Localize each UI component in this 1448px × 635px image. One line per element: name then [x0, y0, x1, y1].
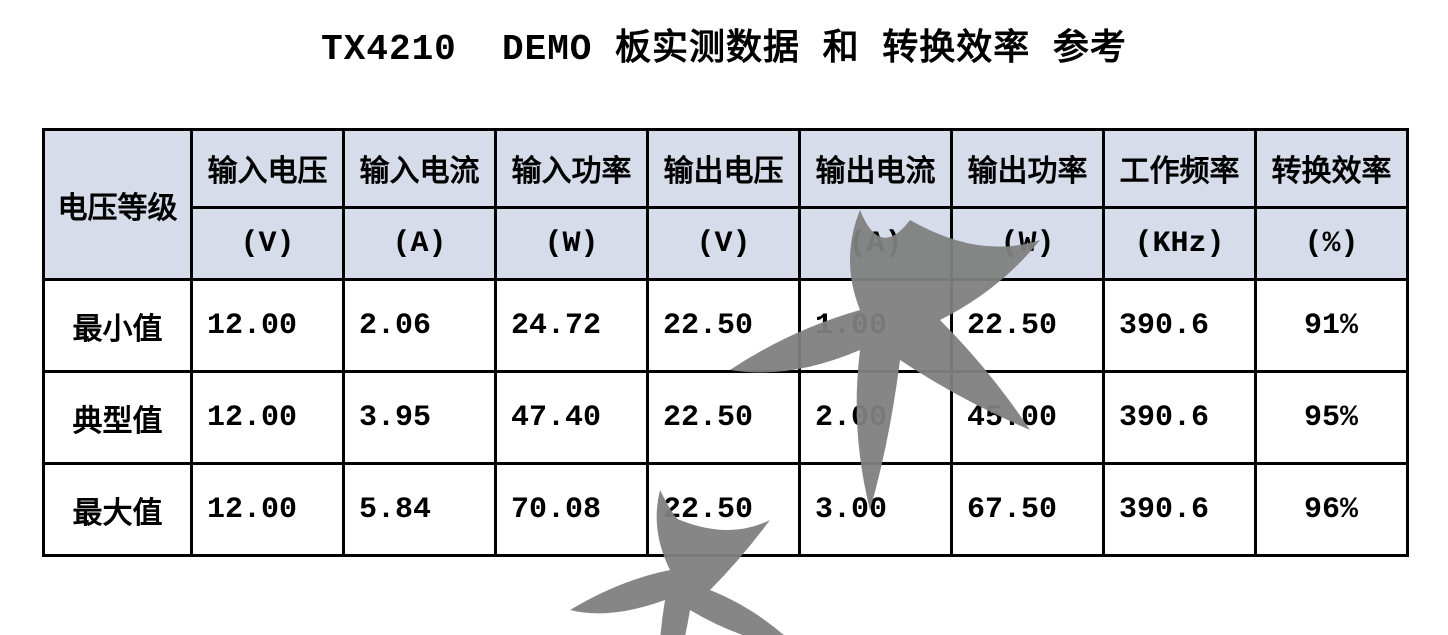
col-header-6: 工作频率	[1104, 130, 1256, 208]
cell-1-1: 3.95	[344, 372, 496, 464]
cell-0-2: 24.72	[496, 280, 648, 372]
table-row: 最大值 12.00 5.84 70.08 22.50 3.00 67.50 39…	[44, 464, 1408, 556]
cell-2-4: 3.00	[800, 464, 952, 556]
table-row: 典型值 12.00 3.95 47.40 22.50 2.00 45.00 39…	[44, 372, 1408, 464]
cell-1-6: 390.6	[1104, 372, 1256, 464]
col-header-2: 输入功率	[496, 130, 648, 208]
cell-1-2: 47.40	[496, 372, 648, 464]
cell-2-3: 22.50	[648, 464, 800, 556]
cell-1-0: 12.00	[192, 372, 344, 464]
cell-1-4: 2.00	[800, 372, 952, 464]
cell-0-7: 91%	[1256, 280, 1408, 372]
col-header-4: 输出电流	[800, 130, 952, 208]
cell-2-7: 96%	[1256, 464, 1408, 556]
col-unit-3: (V)	[648, 208, 800, 280]
corner-header: 电压等级	[44, 130, 192, 280]
cell-0-4: 1.00	[800, 280, 952, 372]
cell-0-1: 2.06	[344, 280, 496, 372]
data-table: 电压等级 输入电压 输入电流 输入功率 输出电压 输出电流 输出功率 工作频率 …	[42, 128, 1409, 557]
col-unit-7: (%)	[1256, 208, 1408, 280]
col-unit-0: (V)	[192, 208, 344, 280]
cell-2-2: 70.08	[496, 464, 648, 556]
cell-0-5: 22.50	[952, 280, 1104, 372]
row-label-0: 最小值	[44, 280, 192, 372]
col-header-7: 转换效率	[1256, 130, 1408, 208]
cell-1-7: 95%	[1256, 372, 1408, 464]
cell-2-0: 12.00	[192, 464, 344, 556]
table-header-row-labels: 电压等级 输入电压 输入电流 输入功率 输出电压 输出电流 输出功率 工作频率 …	[44, 130, 1408, 208]
cell-0-6: 390.6	[1104, 280, 1256, 372]
cell-1-3: 22.50	[648, 372, 800, 464]
data-table-wrap: 电压等级 输入电压 输入电流 输入功率 输出电压 输出电流 输出功率 工作频率 …	[42, 128, 1409, 557]
cell-1-5: 45.00	[952, 372, 1104, 464]
row-label-1: 典型值	[44, 372, 192, 464]
col-unit-5: (W)	[952, 208, 1104, 280]
col-header-5: 输出功率	[952, 130, 1104, 208]
cell-2-6: 390.6	[1104, 464, 1256, 556]
table-row: 最小值 12.00 2.06 24.72 22.50 1.00 22.50 39…	[44, 280, 1408, 372]
col-unit-4: (A)	[800, 208, 952, 280]
page-title: TX4210 DEMO 板实测数据 和 转换效率 参考	[0, 18, 1448, 70]
cell-0-3: 22.50	[648, 280, 800, 372]
col-unit-1: (A)	[344, 208, 496, 280]
col-header-0: 输入电压	[192, 130, 344, 208]
col-header-3: 输出电压	[648, 130, 800, 208]
col-header-1: 输入电流	[344, 130, 496, 208]
col-unit-6: (KHz)	[1104, 208, 1256, 280]
cell-2-1: 5.84	[344, 464, 496, 556]
cell-0-0: 12.00	[192, 280, 344, 372]
cell-2-5: 67.50	[952, 464, 1104, 556]
table-header-row-units: (V) (A) (W) (V) (A) (W) (KHz) (%)	[44, 208, 1408, 280]
col-unit-2: (W)	[496, 208, 648, 280]
row-label-2: 最大值	[44, 464, 192, 556]
